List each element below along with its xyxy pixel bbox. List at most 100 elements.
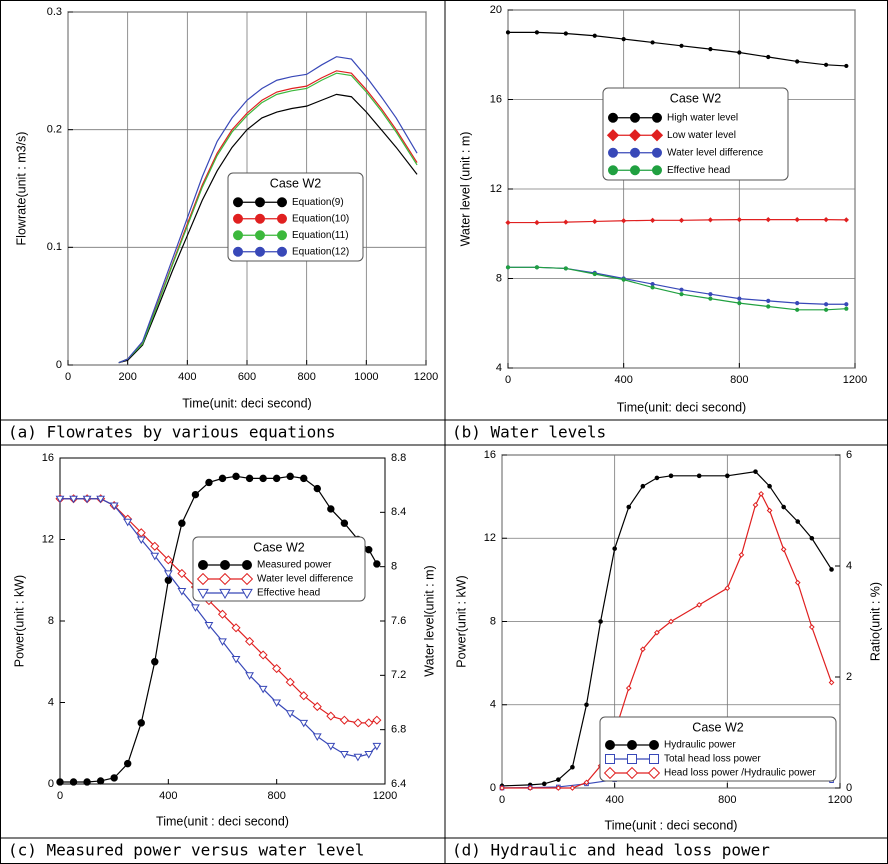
y2-tick-label: 4 (846, 560, 852, 572)
data-point (96, 495, 106, 504)
data-point (218, 474, 227, 483)
data-point (563, 266, 568, 271)
data-point (625, 685, 632, 691)
data-point (191, 604, 200, 612)
data-point (808, 624, 815, 630)
legend-label: Measured power (257, 560, 332, 571)
data-point (364, 718, 374, 728)
legend-marker (608, 147, 618, 158)
legend-marker (652, 112, 662, 123)
legend-marker (219, 588, 231, 599)
legend-marker (606, 129, 620, 142)
legend-marker (605, 740, 615, 750)
legend-label: Total head loss power (664, 754, 761, 765)
data-point (286, 472, 294, 481)
y2-axis-label: Ratio(unit : %) (868, 582, 882, 661)
legend-marker (233, 213, 243, 224)
data-point (218, 638, 227, 646)
data-point (563, 31, 568, 36)
data-point (541, 781, 547, 787)
x-tick-label: 1200 (373, 790, 397, 802)
y-tick-label: 0 (48, 778, 54, 790)
legend-marker (198, 560, 208, 570)
legend-marker (220, 560, 230, 570)
data-point (708, 47, 713, 52)
data-point (844, 63, 849, 69)
y-tick-label: 0 (56, 359, 62, 371)
data-point (151, 658, 159, 666)
legend-label: Equation(10) (292, 213, 349, 224)
legend-marker (650, 129, 664, 142)
x-tick-label: 400 (605, 794, 623, 806)
data-point (583, 779, 590, 786)
data-point (245, 672, 254, 680)
legend-marker (649, 740, 659, 750)
data-point (708, 296, 713, 301)
data-point (312, 733, 322, 741)
y-tick-label: 0 (490, 782, 496, 794)
data-point (679, 287, 684, 292)
data-point (69, 495, 78, 504)
data-point (164, 576, 173, 584)
y-tick-label: 12 (42, 533, 54, 545)
data-point (696, 601, 703, 608)
x-tick-label: 400 (159, 790, 177, 802)
data-point (794, 579, 801, 586)
legend-label: Effective head (667, 165, 730, 176)
legend-marker (242, 560, 252, 570)
x-tick-label: 1000 (354, 371, 378, 383)
y2-tick-label: 8.4 (391, 506, 406, 518)
data-point (626, 504, 632, 510)
data-point (505, 30, 511, 35)
series-line (118, 72, 418, 364)
legend-title: Case W2 (692, 720, 743, 734)
data-point (177, 588, 187, 596)
legend-label: Low water level (667, 130, 736, 141)
legend-marker (255, 230, 265, 241)
data-point (123, 518, 133, 527)
y-tick-label: 0.1 (47, 241, 62, 253)
data-point (505, 265, 511, 270)
data-point (313, 484, 321, 493)
data-point (752, 502, 759, 508)
x-tick-label: 800 (297, 371, 315, 383)
data-point (373, 560, 381, 568)
legend-label: Hydraulic power (664, 740, 736, 751)
data-point (299, 691, 309, 701)
data-point (621, 277, 626, 282)
x-tick-label: 800 (267, 790, 285, 802)
data-point (231, 655, 241, 664)
data-point (639, 646, 646, 653)
data-point (612, 546, 617, 551)
x-tick-label: 400 (178, 371, 196, 383)
legend-marker (630, 165, 640, 176)
data-point (592, 218, 598, 225)
data-point (823, 62, 829, 67)
y-tick-label: 20 (490, 4, 502, 16)
caption: (c) Measured power versus water level (8, 841, 364, 860)
data-point (766, 54, 771, 60)
legend-box (602, 87, 789, 181)
data-point (767, 483, 772, 489)
y-tick-label: 4 (48, 696, 54, 708)
data-point (205, 478, 213, 487)
data-point (737, 296, 742, 301)
legend-label: Effective head (257, 588, 320, 599)
data-point (258, 685, 268, 694)
data-point (758, 490, 765, 497)
data-point (272, 663, 282, 674)
data-point (364, 751, 374, 759)
data-point (217, 609, 228, 619)
x-tick-label: 800 (730, 374, 748, 386)
data-point (794, 217, 800, 223)
data-point (124, 759, 132, 768)
legend-box (599, 716, 837, 782)
data-point (340, 519, 349, 527)
data-point (272, 699, 282, 708)
data-point (300, 474, 308, 483)
data-point (534, 219, 540, 226)
y-tick-label: 16 (484, 449, 496, 461)
data-point (327, 505, 335, 513)
data-point (843, 217, 849, 223)
legend-label: Head loss power /Hydraulic power (664, 768, 816, 779)
